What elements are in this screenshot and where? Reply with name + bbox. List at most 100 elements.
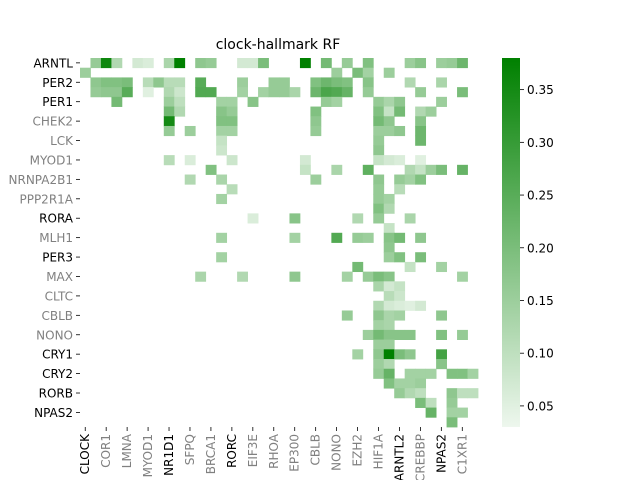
y-tick-label: LCK <box>50 134 74 148</box>
heatmap-cell <box>404 261 416 273</box>
heatmap-cell <box>341 310 353 321</box>
heatmap-cell <box>404 213 416 224</box>
heatmap-cell <box>111 77 123 88</box>
y-tick-label: CBLB <box>41 309 73 323</box>
x-tick-label: NPAS2 <box>434 434 448 473</box>
heatmap-cell <box>404 300 416 311</box>
heatmap-cell <box>205 58 217 69</box>
heatmap-cell <box>425 368 437 379</box>
heatmap-cell <box>163 106 175 117</box>
heatmap-cell <box>80 67 91 78</box>
heatmap-cell <box>383 252 395 263</box>
heatmap-cell <box>436 164 447 175</box>
heatmap-cell <box>373 135 385 146</box>
heatmap-cell <box>394 329 406 340</box>
heatmap-cell <box>383 310 395 321</box>
x-tick-label: EP300 <box>288 434 302 472</box>
heatmap-cell <box>352 261 364 273</box>
heatmap-cell <box>320 87 332 98</box>
heatmap-cell <box>216 232 228 243</box>
colorbar-tick-label: 0.10 <box>527 347 554 361</box>
heatmap-cell <box>415 125 427 137</box>
heatmap-cell <box>436 329 447 340</box>
colorbar-tick-label: 0.05 <box>527 399 554 413</box>
heatmap-cell <box>446 58 458 69</box>
heatmap-cell <box>373 125 385 137</box>
heatmap-cell <box>362 271 374 282</box>
heatmap-cell <box>373 281 385 292</box>
heatmap-cell <box>457 388 468 399</box>
heatmap-cell <box>404 368 416 379</box>
heatmap-cell <box>216 193 228 205</box>
heatmap-cell <box>352 213 364 224</box>
heatmap-cell <box>373 96 385 107</box>
heatmap-cell <box>184 125 196 137</box>
heatmap-cell <box>415 397 427 408</box>
heatmap-cell <box>415 252 427 263</box>
heatmap-cell <box>446 368 458 379</box>
heatmap-cell <box>373 203 385 214</box>
heatmap-cell <box>268 87 280 98</box>
heatmap-cell <box>310 77 322 88</box>
heatmap-cell <box>383 291 395 302</box>
x-tick-label: EIF3E <box>246 434 260 467</box>
heatmap-cell <box>195 58 207 69</box>
heatmap-cell <box>404 388 416 399</box>
heatmap-cell <box>383 359 395 370</box>
heatmap-cell <box>226 106 238 117</box>
heatmap-cell <box>163 87 175 98</box>
heatmap-cell <box>184 155 196 166</box>
heatmap-cell <box>436 58 447 69</box>
heatmap-cell <box>163 125 175 137</box>
heatmap-cell <box>362 67 374 78</box>
heatmap-cell <box>436 261 447 273</box>
heatmap-cell <box>216 135 228 146</box>
heatmap-cell <box>362 87 374 98</box>
heatmap-cell <box>153 77 165 88</box>
heatmap-cell <box>216 145 228 156</box>
heatmap-cell <box>195 77 207 88</box>
heatmap-cell <box>383 232 395 243</box>
heatmap-cell <box>310 116 322 127</box>
heatmap-cell <box>394 174 406 185</box>
y-tick-label: CRY2 <box>42 367 73 381</box>
heatmap-cell <box>195 87 207 98</box>
heatmap-cell <box>226 184 238 195</box>
heatmap-cell <box>352 349 364 360</box>
heatmap-cell <box>258 87 269 98</box>
y-tick-label: NRNPA2B1 <box>9 173 73 187</box>
colorbar: 0.05 0.10 0.15 0.20 0.25 0.30 0.35 <box>502 58 554 427</box>
heatmap-cell <box>142 77 154 88</box>
heatmap-cell <box>174 58 186 69</box>
heatmap-cell <box>163 116 175 127</box>
heatmap-cell <box>142 87 154 98</box>
heatmap-cell <box>289 213 301 224</box>
y-tick-label: ARNTL <box>33 56 73 70</box>
heatmap-cell <box>216 106 228 117</box>
heatmap-cell <box>310 87 322 98</box>
y-tick-label: NONO <box>36 328 73 342</box>
heatmap-cell <box>237 58 248 69</box>
y-tick-label: NPAS2 <box>34 406 73 420</box>
x-tick-label: ARNTL2 <box>392 434 406 480</box>
heatmap-cell <box>247 213 259 224</box>
y-tick-label: CHEK2 <box>33 115 74 129</box>
heatmap-cell <box>341 271 353 282</box>
heatmap-cell <box>425 407 437 418</box>
heatmap-cell <box>100 87 112 98</box>
y-tick-label: PPP2R1A <box>19 192 73 206</box>
heatmap-cell <box>383 368 395 379</box>
x-tick-label: BRCA1 <box>204 434 218 474</box>
heatmap-cell <box>467 368 479 379</box>
heatmap-cell <box>383 67 395 78</box>
heatmap-cell <box>205 164 217 175</box>
heatmap-cell <box>373 184 385 195</box>
heatmap-cell <box>383 155 395 166</box>
heatmap-cell <box>415 232 427 243</box>
x-tick-label: COR1 <box>99 434 113 468</box>
heatmap-cell <box>289 271 301 282</box>
heatmap-cell <box>467 388 479 399</box>
heatmap-cell <box>163 96 175 107</box>
heatmap-cell <box>415 106 427 117</box>
heatmap-cell <box>373 320 385 331</box>
